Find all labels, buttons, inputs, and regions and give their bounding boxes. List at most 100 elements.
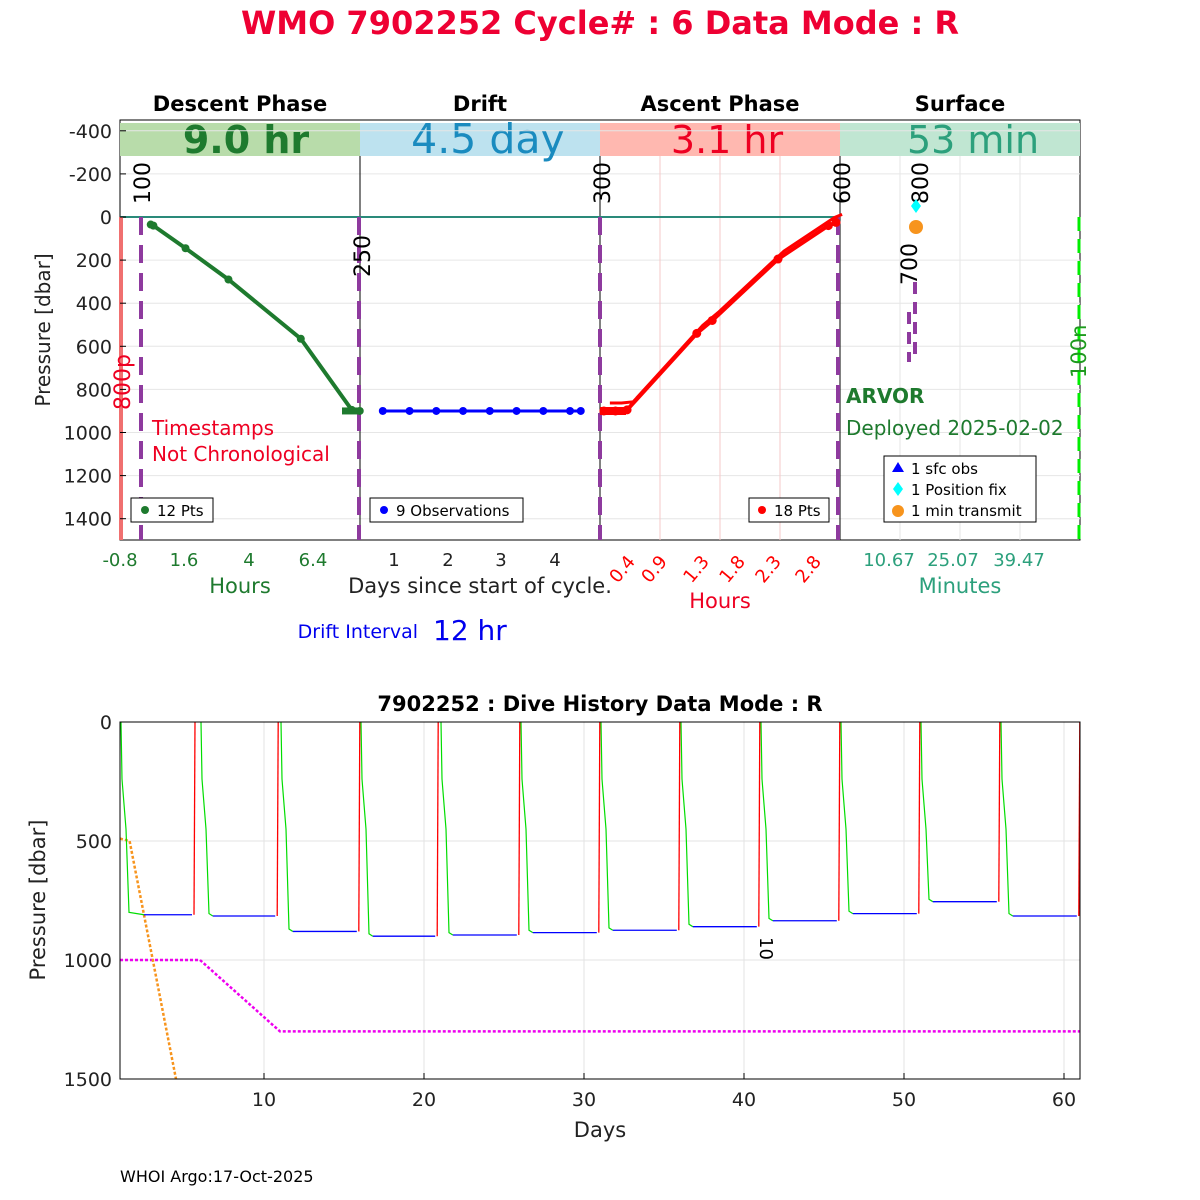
phase-title-drift: Drift <box>453 92 507 116</box>
bottom-x-tick-label: 30 <box>572 1089 596 1111</box>
mark-label-600: 600 <box>831 162 856 204</box>
sfc-obs-legend-icon <box>892 462 904 472</box>
top-y-tick-label: 1200 <box>64 466 112 488</box>
warning-text-line2: Not Chronological <box>152 442 330 466</box>
surface-legend-transmit: 1 min transmit <box>911 502 1022 520</box>
descent-legend-marker <box>141 506 149 514</box>
cycle-ascent-trace <box>358 721 361 932</box>
drift-point <box>576 406 585 415</box>
ascent-point <box>823 221 833 231</box>
drift-point <box>378 406 387 415</box>
descent-x-tick: -0.8 <box>102 550 137 571</box>
bottom-y-axis: 0 500 1000 1500 <box>64 712 112 1091</box>
top-y-tick-label: 600 <box>76 336 112 358</box>
cycle-descent-trace <box>1000 721 1014 917</box>
descent-point <box>181 244 190 253</box>
surface-x-tick: 10.67 <box>863 550 915 571</box>
warning-text-line1: Timestamps <box>151 416 274 440</box>
descent-x-tick: 4 <box>243 550 254 571</box>
drift-duration: 4.5 day <box>411 115 565 163</box>
ascent-point <box>831 217 841 227</box>
cycle-ascent-trace <box>598 721 601 933</box>
bottom-x-tick-label: 40 <box>732 1089 756 1111</box>
surface-position-fix <box>911 199 921 213</box>
top-y-tick-label: 200 <box>76 250 112 272</box>
cycle-ascent-trace <box>518 721 521 936</box>
cycle-ascent-trace <box>838 721 841 921</box>
cycle-descent-trace <box>360 721 374 937</box>
descent-legend: 12 Pts <box>130 497 214 523</box>
ascent-x-tick: 2.8 <box>791 552 825 587</box>
top-y-tick-label: 400 <box>76 293 112 315</box>
cycle-descent-trace <box>440 721 454 936</box>
surface-legend-position-fix: 1 Position fix <box>911 481 1007 499</box>
top-y-axis: -400 -200 0 200 400 600 800 1000 1200 1400 <box>64 121 126 531</box>
top-data-layer <box>146 213 843 416</box>
cycle-descent-trace <box>120 721 145 916</box>
drift-legend-text: 9 Observations <box>396 502 510 520</box>
ascent-x-tick: 2.3 <box>751 552 785 587</box>
cycle-ascent-trace <box>276 721 279 916</box>
phase-title-ascent: Ascent Phase <box>641 92 800 116</box>
transmit-legend-icon <box>892 505 904 517</box>
drift-interval-label: Drift Interval <box>298 621 418 643</box>
cycle-ascent-trace <box>998 721 1001 902</box>
descent-legend-text: 12 Pts <box>157 502 204 520</box>
top-y-tick-label: -200 <box>69 164 112 186</box>
bottom-x-tick-label: 50 <box>892 1089 916 1111</box>
profile-depth-line <box>119 837 178 1080</box>
bottom-x-axis-label: Days <box>574 1118 626 1142</box>
phase-title-surface: Surface <box>915 92 1005 116</box>
dive-history-chart: 7902252 : Dive History Data Mode : R 10 2… <box>26 692 1081 1142</box>
top-y-tick-label: 1000 <box>64 423 112 445</box>
drift-duration-band <box>360 123 600 156</box>
park-depth-line <box>120 958 1080 1033</box>
cycle-descent-trace <box>760 721 774 922</box>
ascent-x-axis-label: Hours <box>689 589 751 613</box>
cycle-descent-trace <box>680 721 694 928</box>
park-pressure-bar <box>119 217 123 540</box>
cycle-descent-trace <box>520 721 534 934</box>
drift-x-axis-label: Days since start of cycle. <box>348 574 612 598</box>
bottom-x-tick-label: 10 <box>252 1089 276 1111</box>
top-y-tick-label: 0 <box>100 207 112 229</box>
ascent-duration-band <box>600 123 840 156</box>
position-fix-legend-icon <box>893 482 903 496</box>
cycle-ascent-trace <box>678 721 681 931</box>
bottom-x-tick-label: 60 <box>1052 1089 1076 1111</box>
ascent-x-tick: 1.8 <box>715 552 749 587</box>
drift-interval-value: 12 hr <box>433 614 507 647</box>
cycle-ascent-trace <box>436 721 439 937</box>
surface-x-axis-label: Minutes <box>919 574 1002 598</box>
surface-x-tick: 25.07 <box>927 550 979 571</box>
drift-legend-marker <box>380 506 388 514</box>
bottom-y-tick-label: 0 <box>100 712 112 734</box>
ascent-point <box>707 315 717 325</box>
bottom-plot-frame <box>119 721 1081 1080</box>
cycle-descent-trace <box>200 721 214 917</box>
surface-duration-band <box>840 123 1080 156</box>
mark-label-800: 800 <box>909 162 934 204</box>
descent-point <box>224 275 233 284</box>
bottom-y-axis-label: Pressure [dbar] <box>26 820 50 981</box>
cycle-descent-trace <box>840 721 854 915</box>
top-y-tick-label: -400 <box>69 121 112 143</box>
phase-title-descent: Descent Phase <box>153 92 327 116</box>
top-y-tick-label: 800 <box>76 379 112 401</box>
bottom-x-axis: 10 20 30 40 50 60 <box>252 1073 1076 1111</box>
ascent-x-tick: 0.9 <box>637 552 671 587</box>
descent-point <box>296 334 305 343</box>
bottom-y-tick-label: 1000 <box>64 950 112 972</box>
cycle-descent-trace <box>920 721 934 903</box>
cycle-ascent-trace <box>918 721 921 914</box>
descent-x-tick: 6.4 <box>299 550 328 571</box>
ascent-duration: 3.1 hr <box>671 118 784 162</box>
park-pressure-label: 800p <box>111 354 136 410</box>
mark-label-700: 700 <box>898 243 923 285</box>
surface-transmit-point <box>909 220 923 234</box>
drift-point <box>405 406 414 415</box>
bottom-y-tick-label: 1500 <box>64 1069 112 1091</box>
bottom-y-tick-label: 500 <box>76 831 112 853</box>
drift-legend: 9 Observations <box>369 497 524 523</box>
bottom-x-tick-label: 20 <box>412 1089 436 1111</box>
